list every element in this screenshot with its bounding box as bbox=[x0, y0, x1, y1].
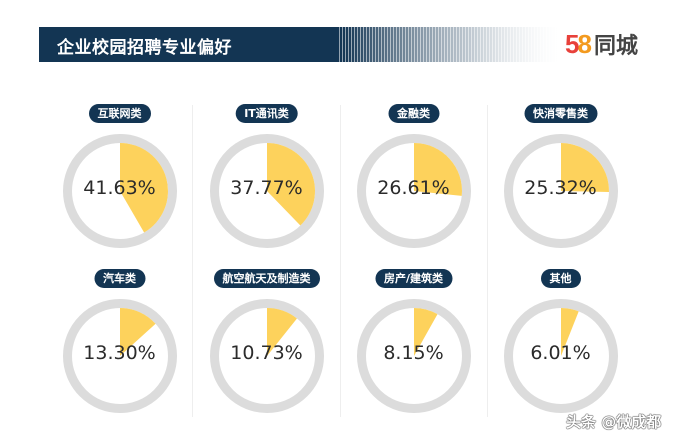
category-label-pill: 汽车类 bbox=[94, 269, 145, 288]
pie-slice bbox=[560, 308, 579, 356]
category-label-pill: 快消零售类 bbox=[524, 104, 597, 123]
page-title: 企业校园招聘专业偏好 bbox=[57, 38, 232, 58]
pie-card: 金融类 26.61% bbox=[340, 104, 487, 254]
banner-fade bbox=[339, 27, 559, 62]
pie-card: 房产/建筑类 8.15% bbox=[340, 269, 487, 419]
column-divider bbox=[487, 105, 488, 417]
pie-chart bbox=[209, 134, 324, 248]
pie-slice bbox=[119, 308, 156, 356]
pie-chart bbox=[62, 134, 177, 248]
pie-slice bbox=[413, 308, 438, 356]
logo-digit-5: 5 bbox=[565, 29, 580, 59]
category-label-pill: 房产/建筑类 bbox=[374, 269, 453, 288]
title-banner: 企业校园招聘专业偏好 bbox=[39, 27, 559, 62]
category-label-pill: 互联网类 bbox=[88, 104, 151, 123]
percentage-value: 41.63% bbox=[83, 177, 156, 199]
pie-chart bbox=[209, 299, 324, 413]
58-tongcheng-logo: 5 8 同城 bbox=[565, 29, 638, 59]
percentage-value: 10.73% bbox=[230, 342, 303, 364]
pie-card: IT通讯类 37.77% bbox=[193, 104, 340, 254]
percentage-value: 26.61% bbox=[377, 177, 450, 199]
percentage-value: 6.01% bbox=[530, 342, 591, 364]
pie-slice bbox=[560, 143, 609, 192]
category-label-pill: IT通讯类 bbox=[235, 104, 298, 123]
pie-chart bbox=[356, 299, 471, 413]
pie-chart bbox=[503, 134, 618, 248]
percentage-value: 8.15% bbox=[383, 342, 444, 364]
pie-slice bbox=[266, 308, 297, 356]
pie-card: 汽车类 13.30% bbox=[46, 269, 193, 419]
category-label-pill: 其他 bbox=[540, 269, 581, 288]
pie-card: 互联网类 41.63% bbox=[46, 104, 193, 254]
category-label-pill: 航空航天及制造类 bbox=[213, 269, 320, 288]
pie-slice bbox=[266, 143, 315, 226]
percentage-value: 25.32% bbox=[524, 177, 597, 199]
pie-card: 快消零售类 25.32% bbox=[487, 104, 634, 254]
pie-card: 航空航天及制造类 10.73% bbox=[193, 269, 340, 419]
pie-slice bbox=[413, 143, 462, 196]
column-divider bbox=[192, 105, 193, 417]
pie-card: 其他 6.01% bbox=[487, 269, 634, 419]
pie-chart bbox=[503, 299, 618, 413]
category-label-pill: 金融类 bbox=[388, 104, 439, 123]
logo-digit-8: 8 bbox=[577, 29, 592, 59]
watermark: 头条 @微成都 bbox=[566, 413, 662, 431]
pie-chart bbox=[62, 299, 177, 413]
pie-slice bbox=[119, 143, 168, 233]
percentage-value: 13.30% bbox=[83, 342, 156, 364]
logo-text: 同城 bbox=[593, 34, 638, 59]
column-divider bbox=[340, 105, 341, 417]
percentage-value: 37.77% bbox=[230, 177, 303, 199]
pie-chart bbox=[356, 134, 471, 248]
